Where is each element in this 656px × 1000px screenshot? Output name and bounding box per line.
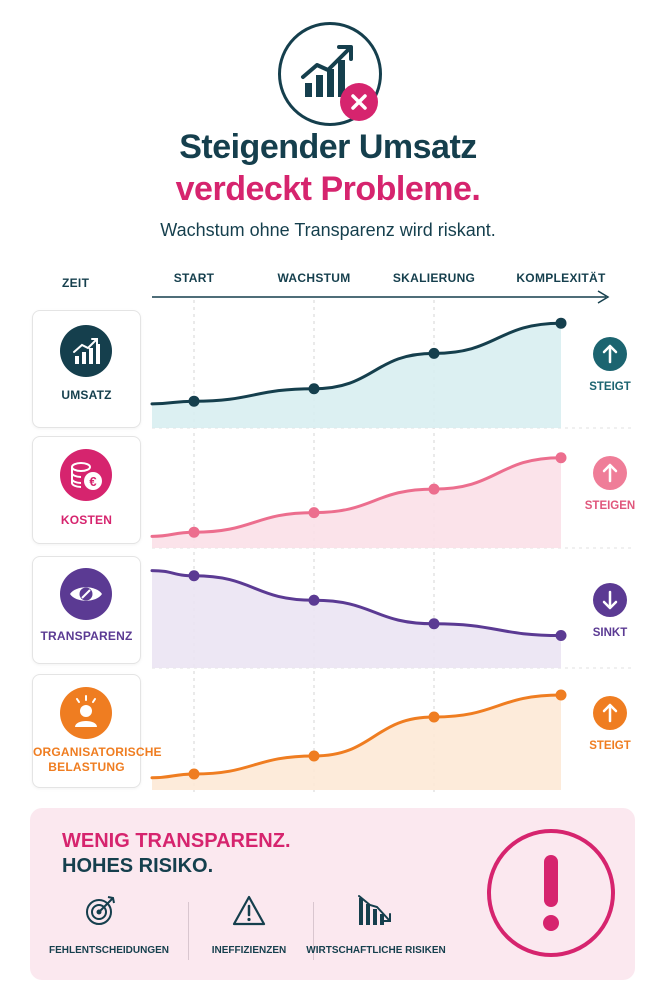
data-point <box>428 347 440 359</box>
series-1 <box>150 452 567 548</box>
series-area <box>152 323 561 428</box>
data-point <box>308 750 320 762</box>
series-card-kosten: € KOSTEN <box>32 436 141 544</box>
arrow-up-icon <box>593 696 627 730</box>
series-2 <box>150 569 567 668</box>
trend-label-kosten: STEIGEN <box>584 500 636 512</box>
data-point <box>308 383 320 395</box>
data-point <box>188 768 200 780</box>
exclamation-icon <box>487 829 615 957</box>
arrow-down-icon <box>593 583 627 617</box>
divider <box>313 902 314 960</box>
warning-triangle-icon <box>231 894 267 928</box>
multi-row-line-chart <box>150 290 632 792</box>
series-label-belastung: ORGANISATORISCHE BELASTUNG <box>33 745 162 774</box>
data-point <box>555 452 567 464</box>
data-point <box>428 618 440 630</box>
data-point <box>428 711 440 723</box>
risk-label-fehlentscheidungen: FEHLENTSCHEIDUNGEN <box>48 945 169 956</box>
target-icon <box>84 893 118 927</box>
declining-chart-icon <box>356 893 396 929</box>
series-card-transparenz: TRANSPARENZ <box>32 556 141 664</box>
series-area <box>152 695 561 790</box>
summary-headline-pink: WENIG TRANSPARENZ. <box>62 830 291 852</box>
phase-label-wachstum: WACHSTUM <box>277 271 351 285</box>
x-axis-label: ZEIT <box>62 276 90 290</box>
series-label-umsatz: UMSATZ <box>61 388 112 402</box>
svg-text:€: € <box>89 474 96 489</box>
data-point <box>188 570 200 582</box>
growth-chart-with-x-icon <box>278 22 382 126</box>
data-point <box>555 689 567 701</box>
trend-label-belastung: STEIGT <box>589 740 631 752</box>
data-point <box>555 317 567 329</box>
close-badge-icon <box>340 83 378 121</box>
risk-label-ineffizienzen: INEFFIZIENZEN <box>211 945 287 956</box>
data-point <box>188 395 200 407</box>
divider <box>188 902 189 960</box>
stressed-person-icon <box>60 687 112 739</box>
risk-label-wirtschaftliche-risiken: WIRTSCHAFTLICHE RISIKEN <box>306 945 446 956</box>
phase-label-skalierung: SKALIERUNG <box>392 271 476 285</box>
phase-label-start: START <box>173 271 215 285</box>
summary-headline-navy: HOHES RISIKO. <box>62 855 214 877</box>
growth-chart-icon <box>60 325 112 377</box>
euro-coins-icon: € <box>60 449 112 501</box>
trend-label-transparenz: SINKT <box>592 627 628 639</box>
data-point <box>428 483 440 495</box>
data-point <box>555 630 567 642</box>
page-title: Steigender Umsatz <box>179 128 477 166</box>
trend-label-umsatz: STEIGT <box>589 381 631 393</box>
page-subtitle: Wachstum ohne Transparenz wird riskant. <box>160 220 496 240</box>
data-point <box>188 526 200 538</box>
data-point <box>308 594 320 606</box>
eye-blocked-icon <box>60 568 112 620</box>
series-area <box>152 457 561 548</box>
series-label-kosten: KOSTEN <box>60 513 113 527</box>
arrow-up-icon <box>593 456 627 490</box>
series-card-belastung: ORGANISATORISCHE BELASTUNG <box>32 674 162 788</box>
series-area <box>152 570 561 668</box>
series-label-transparenz: TRANSPARENZ <box>40 629 133 643</box>
page-title-highlight: verdeckt Probleme. <box>175 170 481 208</box>
arrow-up-icon <box>593 337 627 371</box>
series-card-umsatz: UMSATZ <box>32 310 141 428</box>
series-0 <box>150 317 567 428</box>
phase-label-komplexitaet: KOMPLEXITÄT <box>516 271 606 285</box>
data-point <box>308 507 320 519</box>
series-3 <box>150 689 567 790</box>
